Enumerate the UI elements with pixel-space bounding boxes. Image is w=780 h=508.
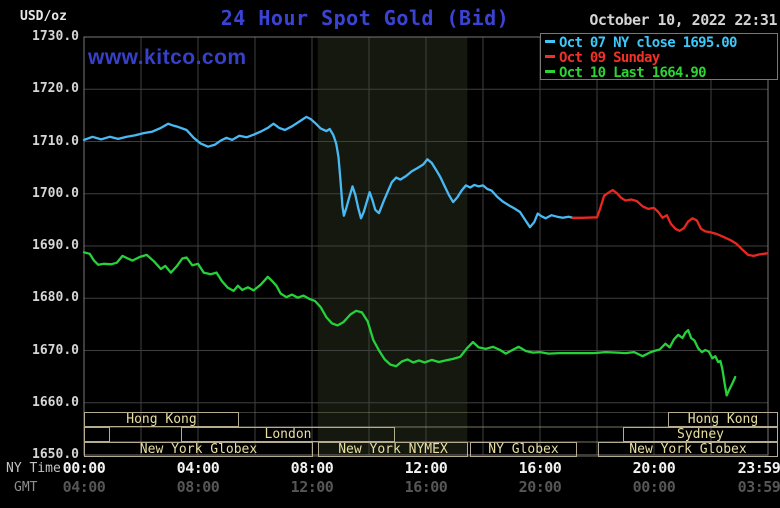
y-tick-label: 1650.0 — [32, 447, 79, 462]
ny-time-tick-label: 04:00 — [176, 459, 220, 477]
session-box-ny-globex: NY Globex — [470, 442, 577, 457]
legend-item-label: Oct 10 Last 1664.90 — [559, 65, 707, 81]
ny-time-tick-label: 16:00 — [518, 459, 562, 477]
series-line-1 — [571, 188, 769, 258]
legend-box: Oct 07 NY close 1695.00 Oct 09 Sunday Oct … — [540, 33, 778, 81]
y-tick-label: 1730.0 — [32, 29, 79, 44]
ny-time-axis-label: NY Time — [6, 461, 61, 476]
ny-time-tick-label: 08:00 — [290, 459, 334, 477]
session-box-new-york-nymex: New York NYMEX — [318, 442, 468, 457]
kitco-watermark: www.kitco.com — [88, 46, 247, 69]
gmt-tick-label: 20:00 — [518, 478, 562, 496]
gmt-axis-label: GMT — [14, 480, 38, 495]
session-box-new-york-globex: New York Globex — [84, 442, 313, 457]
legend-item-1: Oct 09 Sunday — [545, 51, 777, 66]
legend-item-2: Oct 10 Last 1664.90 — [545, 66, 777, 81]
gmt-tick-label: 00:00 — [632, 478, 676, 496]
ny-time-tick-label: 20:00 — [632, 459, 676, 477]
legend-dash-icon — [545, 55, 555, 58]
session-box-new-york-globex: New York Globex — [598, 442, 778, 457]
legend-dash-icon — [545, 40, 555, 43]
y-tick-label: 1690.0 — [32, 238, 79, 253]
y-tick-label: 1670.0 — [32, 343, 79, 358]
gmt-tick-label: 12:00 — [290, 478, 334, 496]
session-box-hong-kong: Hong Kong — [668, 412, 778, 427]
chart-timestamp: October 10, 2022 22:31 — [589, 11, 777, 29]
session-box-sydney: Sydney — [623, 427, 778, 442]
legend-item-0: Oct 07 NY close 1695.00 — [545, 36, 777, 51]
units-label: USD/oz — [20, 9, 67, 24]
gmt-tick-label: 16:00 — [404, 478, 448, 496]
legend-item-label: Oct 07 NY close 1695.00 — [559, 35, 737, 51]
gmt-tick-label: 08:00 — [176, 478, 220, 496]
y-tick-label: 1720.0 — [32, 81, 79, 96]
gmt-tick-label: 04:00 — [62, 478, 106, 496]
session-box — [84, 427, 110, 442]
ny-time-tick-label: 12:00 — [404, 459, 448, 477]
y-tick-label: 1700.0 — [32, 186, 79, 201]
ny-time-tick-label: 23:59 — [737, 459, 780, 477]
page-title: 24 Hour Spot Gold (Bid) — [220, 6, 510, 30]
legend-dash-icon — [545, 70, 555, 73]
legend-item-label: Oct 09 Sunday — [559, 50, 660, 66]
ny-time-tick-label: 00:00 — [62, 459, 106, 477]
session-box-london: London — [181, 427, 395, 442]
series-line-0 — [82, 115, 574, 229]
y-tick-label: 1680.0 — [32, 290, 79, 305]
plot-border — [83, 36, 769, 456]
y-tick-label: 1660.0 — [32, 395, 79, 410]
session-box-hong-kong: Hong Kong — [84, 412, 239, 427]
y-tick-label: 1710.0 — [32, 134, 79, 149]
series-line-2 — [82, 251, 737, 397]
gmt-tick-label: 03:59 — [737, 478, 780, 496]
